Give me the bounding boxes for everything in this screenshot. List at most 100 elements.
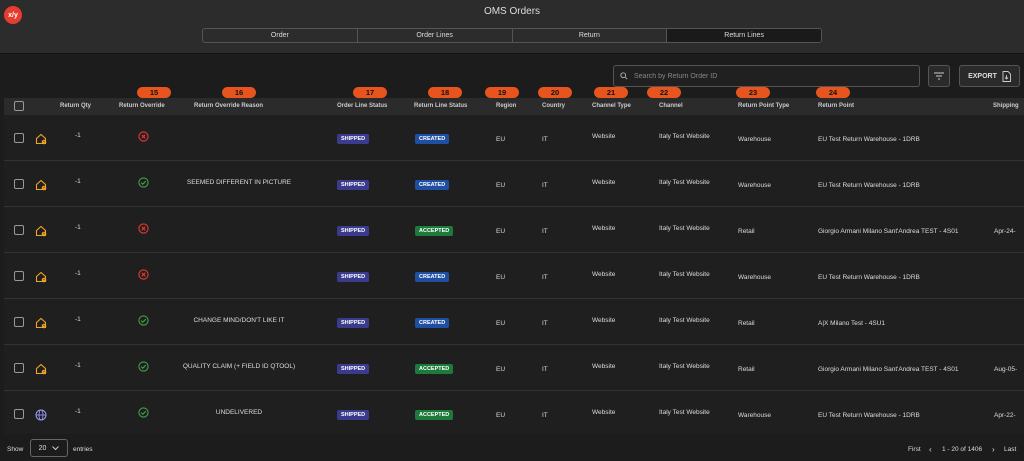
col-shipping[interactable]: Shipping xyxy=(993,103,1019,109)
row-checkbox[interactable] xyxy=(14,409,24,419)
return-qty: -1 xyxy=(75,178,81,185)
col-return-qty[interactable]: Return Qty xyxy=(60,103,92,109)
col-region[interactable]: Region xyxy=(496,103,517,109)
return-line-status-pill: ACCEPTED xyxy=(415,226,454,236)
chevron-down-icon xyxy=(52,445,60,450)
region: EU xyxy=(496,320,506,327)
table-row[interactable]: -1 SHIPPED ACCEPTED EU IT Website Italy … xyxy=(4,207,1024,253)
table-row[interactable]: -1 CHANGE MIND/DON'T LIKE IT SHIPPED CRE… xyxy=(4,299,1024,345)
col-country[interactable]: Country xyxy=(542,103,565,109)
return-point: EU Test Return Warehouse - 1DRB xyxy=(818,136,920,143)
country: IT xyxy=(542,274,548,281)
next-page-icon[interactable]: › xyxy=(992,445,995,454)
col-return-override[interactable]: Return Override xyxy=(119,103,165,109)
col-return-line-status[interactable]: Return Line Status xyxy=(414,103,468,109)
home-alert-icon[interactable] xyxy=(35,270,47,288)
column-number-badge: 22 xyxy=(647,87,681,98)
channel: Italy Test Website xyxy=(659,271,710,278)
home-alert-icon[interactable] xyxy=(35,224,47,242)
tab-order-lines[interactable]: Order Lines xyxy=(357,29,513,42)
col-channel-type[interactable]: Channel Type xyxy=(592,103,631,109)
return-line-status-pill: CREATED xyxy=(415,272,450,282)
channel-type: Website xyxy=(592,409,616,416)
globe-icon[interactable] xyxy=(35,408,47,426)
channel: Italy Test Website xyxy=(659,133,710,140)
check-circle-icon xyxy=(138,405,149,423)
table-row[interactable]: -1 SEEMED DIFFERENT IN PICTURE SHIPPED C… xyxy=(4,161,1024,207)
row-checkbox[interactable] xyxy=(14,363,24,373)
override-reason: UNDELIVERED xyxy=(215,409,263,416)
table-row[interactable]: -1 UNDELIVERED SHIPPED ACCEPTED EU IT We… xyxy=(4,391,1024,437)
shipping-date: Aug-05- xyxy=(994,366,1018,373)
return-line-status-pill: CREATED xyxy=(415,180,450,190)
order-line-status-pill: SHIPPED xyxy=(337,134,370,144)
col-channel[interactable]: Channel xyxy=(659,103,683,109)
country: IT xyxy=(542,182,548,189)
channel-type: Website xyxy=(592,271,616,278)
last-page-link[interactable]: Last xyxy=(1004,446,1017,453)
top-bar: x/y OMS Orders Order Order Lines Return … xyxy=(0,0,1024,54)
tab-return[interactable]: Return xyxy=(512,29,668,42)
channel: Italy Test Website xyxy=(659,363,710,370)
check-circle-icon xyxy=(138,313,149,331)
channel-type: Website xyxy=(592,363,616,370)
table-header: Return Qty Return Override Return Overri… xyxy=(4,98,1024,115)
return-line-status-pill: ACCEPTED xyxy=(415,364,454,374)
row-checkbox[interactable] xyxy=(14,133,24,143)
return-qty: -1 xyxy=(75,224,81,231)
country: IT xyxy=(542,320,548,327)
home-alert-icon[interactable] xyxy=(35,362,47,380)
pagination-footer: Show 20 entries First ‹ 1 - 20 of 1406 ›… xyxy=(0,434,1024,461)
region: EU xyxy=(496,412,506,419)
select-all-checkbox[interactable] xyxy=(14,101,24,111)
home-alert-icon[interactable] xyxy=(35,178,47,196)
filter-button[interactable] xyxy=(928,65,950,87)
order-line-status-pill: SHIPPED xyxy=(337,226,370,236)
x-circle-icon xyxy=(138,129,149,147)
return-qty: -1 xyxy=(75,316,81,323)
return-point: Giorgio Armani Milano Sant'Andrea TEST -… xyxy=(818,366,959,373)
column-number-badge: 19 xyxy=(485,87,519,98)
col-return-override-reason[interactable]: Return Override Reason xyxy=(194,103,264,109)
x-circle-icon xyxy=(138,267,149,285)
table-row[interactable]: -1 SHIPPED CREATED EU IT Website Italy T… xyxy=(4,253,1024,299)
tab-order[interactable]: Order xyxy=(203,29,358,42)
show-label: Show xyxy=(7,446,24,453)
return-point-type: Retail xyxy=(738,320,755,327)
shipping-date: Apr-24- xyxy=(994,228,1016,235)
row-checkbox[interactable] xyxy=(14,179,24,189)
channel-type: Website xyxy=(592,225,616,232)
entries-label: entries xyxy=(73,446,93,453)
tab-return-lines[interactable]: Return Lines xyxy=(667,29,821,42)
order-line-status-pill: SHIPPED xyxy=(337,272,370,282)
table-row[interactable]: -1 QUALITY CLAIM (+ FIELD ID QTOOL) SHIP… xyxy=(4,345,1024,391)
search-input[interactable] xyxy=(634,72,914,80)
return-point: Giorgio Armani Milano Sant'Andrea TEST -… xyxy=(818,228,959,235)
return-qty: -1 xyxy=(75,132,81,139)
col-return-point[interactable]: Return Point xyxy=(818,103,854,109)
row-checkbox[interactable] xyxy=(14,271,24,281)
filter-icon xyxy=(934,72,944,80)
return-point-type: Warehouse xyxy=(738,412,771,419)
home-alert-icon[interactable] xyxy=(35,316,47,334)
col-return-point-type[interactable]: Return Point Type xyxy=(738,103,790,109)
table-row[interactable]: -1 SHIPPED CREATED EU IT Website Italy T… xyxy=(4,115,1024,161)
check-circle-icon xyxy=(138,175,149,193)
home-alert-icon[interactable] xyxy=(35,132,47,150)
export-label: EXPORT xyxy=(968,72,997,80)
search-box[interactable] xyxy=(613,65,920,87)
row-checkbox[interactable] xyxy=(14,225,24,235)
channel-type: Website xyxy=(592,317,616,324)
prev-page-icon[interactable]: ‹ xyxy=(929,445,932,454)
page-size-value: 20 xyxy=(38,444,47,452)
country: IT xyxy=(542,412,548,419)
export-button[interactable]: EXPORT xyxy=(959,65,1020,87)
first-page-link[interactable]: First xyxy=(908,446,921,453)
row-checkbox[interactable] xyxy=(14,317,24,327)
return-point-type: Retail xyxy=(738,366,755,373)
app-logo[interactable]: x/y xyxy=(4,6,22,24)
shipping-date: Apr-22- xyxy=(994,412,1016,419)
country: IT xyxy=(542,228,548,235)
page-size-select[interactable]: 20 xyxy=(30,439,68,457)
col-order-line-status[interactable]: Order Line Status xyxy=(337,103,388,109)
